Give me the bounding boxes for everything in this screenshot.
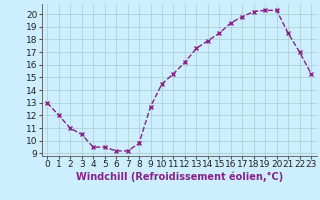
X-axis label: Windchill (Refroidissement éolien,°C): Windchill (Refroidissement éolien,°C) <box>76 172 283 182</box>
